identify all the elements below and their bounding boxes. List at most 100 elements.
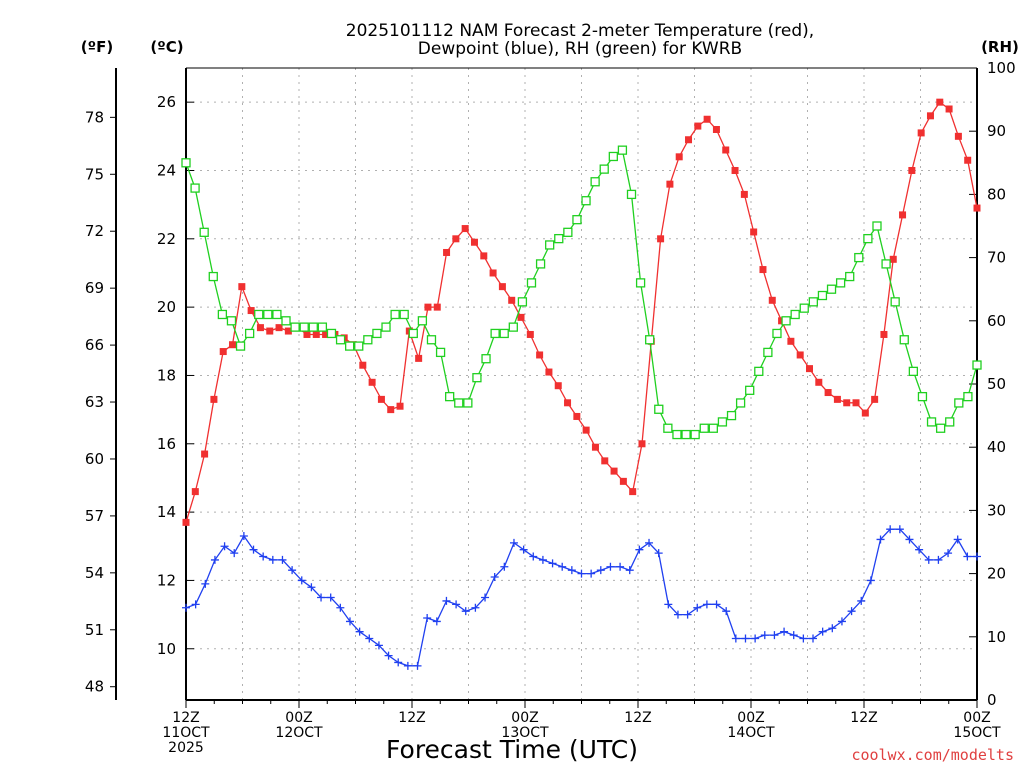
data-point xyxy=(256,324,264,332)
data-point xyxy=(935,423,946,433)
data-point xyxy=(638,440,646,448)
axis-ticks: 10 12 14 16 18 20 22 24 26 48 51 54 57 60 63 66 69 72 75 78… xyxy=(85,59,1016,756)
data-point xyxy=(417,316,428,326)
fahrenheit-tick-label: 54 xyxy=(85,564,104,582)
data-point xyxy=(538,555,547,564)
x-tick-label: 14OCT xyxy=(727,725,775,741)
data-point xyxy=(852,399,860,407)
data-point xyxy=(886,525,895,534)
data-point xyxy=(625,566,634,575)
data-point xyxy=(654,549,663,558)
data-point xyxy=(817,290,828,301)
data-point xyxy=(517,313,525,321)
data-point xyxy=(191,600,200,609)
data-point xyxy=(876,535,885,544)
x-tick-label: 00Z xyxy=(511,710,538,726)
data-point xyxy=(759,266,767,274)
data-point xyxy=(726,410,737,421)
data-point xyxy=(461,225,469,233)
data-point xyxy=(268,555,277,564)
rh-tick-label: 50 xyxy=(987,375,1006,393)
data-point xyxy=(591,443,599,451)
data-point xyxy=(917,391,928,402)
data-point xyxy=(809,634,818,643)
rh-tick-label: 80 xyxy=(987,185,1006,203)
data-point xyxy=(508,322,518,332)
x-tick-label: 11OCT xyxy=(162,725,210,741)
data-point xyxy=(365,634,374,643)
data-point xyxy=(191,488,199,496)
data-point xyxy=(781,316,791,326)
data-point xyxy=(442,596,451,605)
data-series xyxy=(181,98,982,670)
data-point xyxy=(432,617,441,626)
fahrenheit-tick-label: 69 xyxy=(85,279,104,297)
data-point xyxy=(954,132,962,140)
data-point xyxy=(303,330,311,338)
data-point xyxy=(359,361,367,369)
data-point xyxy=(780,627,789,636)
data-point xyxy=(572,215,582,225)
data-point xyxy=(443,248,451,256)
x-tick-label: 00Z xyxy=(737,710,764,726)
data-point xyxy=(703,115,711,123)
fahrenheit-unit-label: (ºF) xyxy=(81,38,113,56)
data-point xyxy=(498,283,506,291)
data-point xyxy=(368,378,376,386)
data-point xyxy=(857,596,866,605)
data-point xyxy=(490,573,499,582)
data-point xyxy=(208,271,218,282)
x-tick-label: 13OCT xyxy=(501,725,549,741)
data-point xyxy=(463,398,473,408)
data-point xyxy=(489,269,497,277)
data-point xyxy=(833,395,841,403)
data-point xyxy=(374,641,383,650)
data-point xyxy=(217,309,228,320)
data-point xyxy=(519,545,528,554)
rh-tick-label: 20 xyxy=(987,565,1006,583)
data-point xyxy=(963,391,973,402)
data-point xyxy=(973,552,981,561)
data-point xyxy=(826,284,837,294)
data-point xyxy=(768,296,776,304)
data-point xyxy=(964,156,972,164)
data-point xyxy=(481,354,491,364)
data-point xyxy=(201,450,209,458)
data-point xyxy=(936,98,944,106)
data-point xyxy=(182,603,190,612)
data-point xyxy=(281,316,291,326)
data-point xyxy=(254,309,264,320)
data-point xyxy=(472,373,482,383)
rh-tick-label: 30 xyxy=(987,501,1006,519)
data-point xyxy=(415,354,423,362)
fahrenheit-tick-label: 75 xyxy=(85,165,104,183)
data-point xyxy=(847,607,856,616)
data-point xyxy=(799,303,809,313)
fahrenheit-tick-label: 57 xyxy=(85,507,104,525)
data-point xyxy=(554,382,562,390)
data-point xyxy=(239,532,248,541)
data-point xyxy=(731,166,739,174)
data-point xyxy=(953,535,962,544)
data-point xyxy=(480,252,488,260)
data-point xyxy=(690,429,700,440)
data-point xyxy=(908,166,916,174)
fahrenheit-tick-label: 72 xyxy=(85,222,104,240)
series-line xyxy=(185,528,977,667)
data-point xyxy=(247,307,255,315)
data-point xyxy=(818,627,827,636)
data-point xyxy=(396,402,404,410)
data-point xyxy=(548,559,557,568)
data-point xyxy=(872,221,882,231)
grid-lines xyxy=(186,68,977,700)
rh-unit-label: (RH) xyxy=(981,38,1019,56)
data-point xyxy=(712,600,721,609)
data-point xyxy=(934,555,943,564)
celsius-tick-label: 16 xyxy=(157,435,176,453)
x-tick-label: 2025 xyxy=(168,740,204,756)
data-point xyxy=(308,322,318,332)
data-point xyxy=(672,429,682,440)
data-point xyxy=(645,538,654,547)
data-point xyxy=(608,151,618,162)
data-point xyxy=(567,566,576,575)
